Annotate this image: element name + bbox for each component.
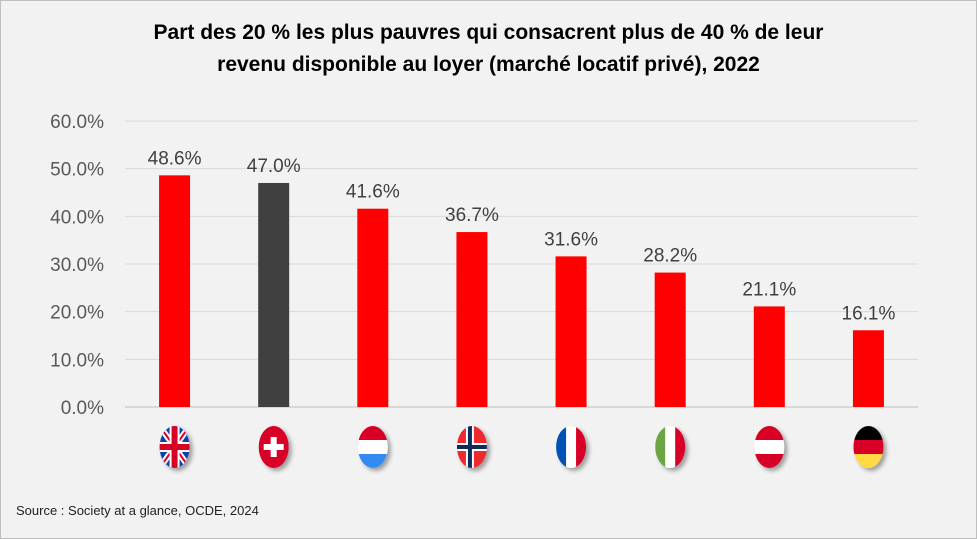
bar bbox=[852, 330, 884, 407]
flag-germany-icon bbox=[853, 426, 884, 468]
flag-luxembourg-icon bbox=[357, 426, 388, 468]
y-tick-label: 40.0% bbox=[50, 207, 104, 228]
bar bbox=[555, 256, 587, 407]
y-tick-label: 0.0% bbox=[61, 398, 104, 419]
title-line-2: revenu disponible au loyer (marché locat… bbox=[217, 53, 760, 76]
data-label: 21.1% bbox=[742, 279, 796, 300]
flag-norway-icon bbox=[456, 426, 487, 468]
data-label: 36.7% bbox=[445, 205, 499, 226]
data-label: 47.0% bbox=[247, 156, 301, 177]
y-tick-label: 30.0% bbox=[50, 255, 104, 276]
bar bbox=[753, 306, 785, 407]
y-tick-label: 10.0% bbox=[50, 350, 104, 371]
data-label: 28.2% bbox=[643, 246, 697, 267]
bar bbox=[654, 272, 686, 407]
y-tick-label: 60.0% bbox=[50, 112, 104, 133]
data-label: 16.1% bbox=[842, 303, 896, 324]
bar bbox=[357, 208, 389, 407]
y-tick-label: 50.0% bbox=[50, 160, 104, 181]
bar bbox=[159, 175, 191, 407]
bar bbox=[456, 232, 488, 407]
chart-title: Part des 20 % les plus pauvres qui consa… bbox=[0, 17, 977, 81]
flag-uk-icon bbox=[159, 426, 190, 468]
data-label: 41.6% bbox=[346, 182, 400, 203]
y-tick-label: 20.0% bbox=[50, 303, 104, 324]
title-line-1: Part des 20 % les plus pauvres qui consa… bbox=[153, 21, 824, 44]
bar bbox=[258, 182, 290, 407]
data-label: 48.6% bbox=[148, 148, 202, 169]
flag-austria-icon bbox=[754, 426, 785, 468]
flag-italy-icon bbox=[655, 426, 686, 468]
source-note: Source : Society at a glance, OCDE, 2024 bbox=[16, 503, 259, 518]
flag-switzerland-icon bbox=[258, 426, 289, 468]
flag-france-icon bbox=[556, 426, 587, 468]
data-label: 31.6% bbox=[544, 229, 598, 250]
